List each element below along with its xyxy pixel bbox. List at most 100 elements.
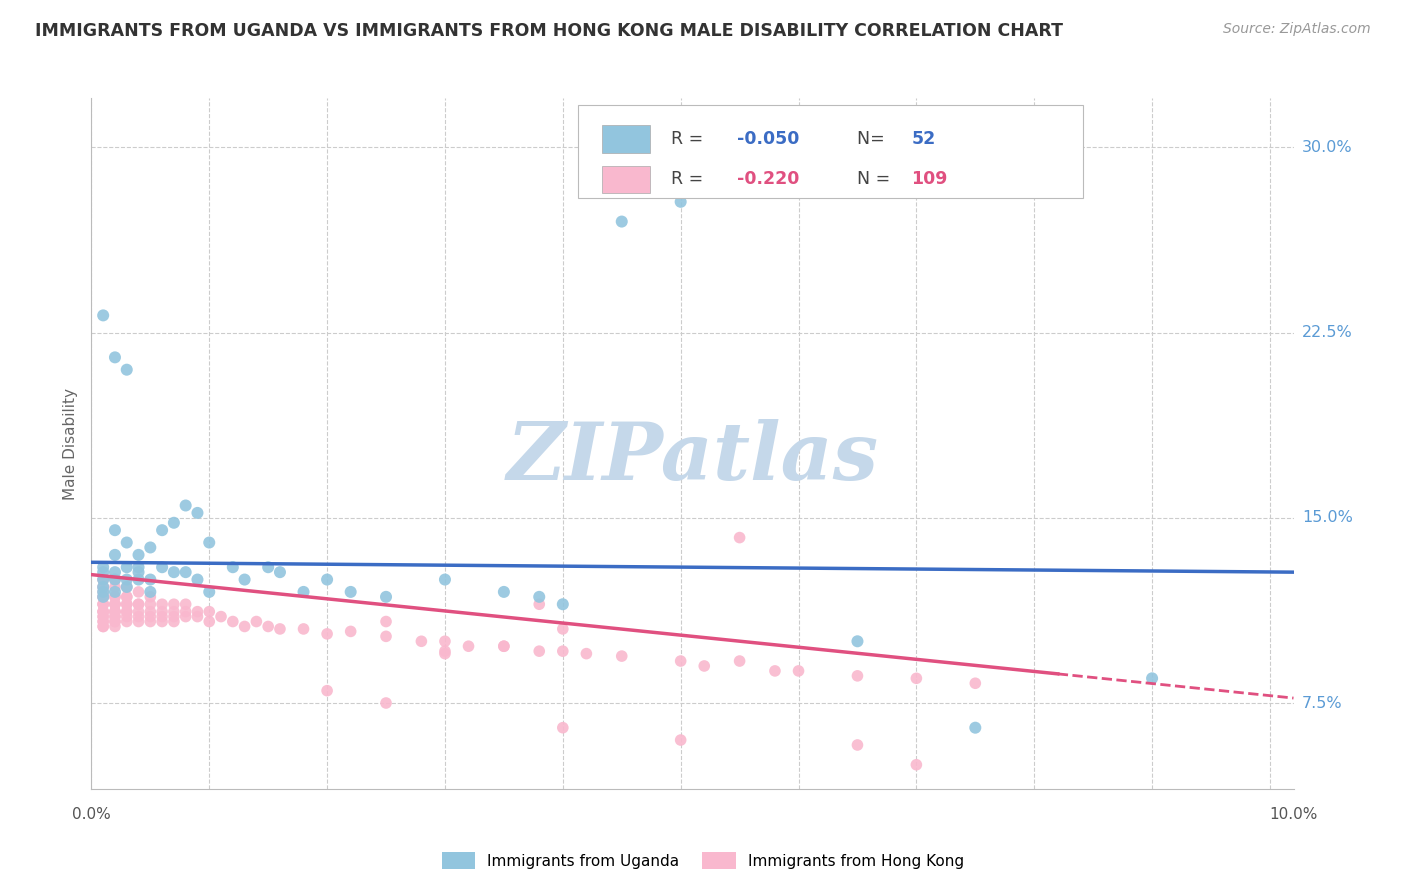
Point [492, 639, 515, 653]
Text: N=: N= [858, 129, 890, 148]
Text: N =: N = [858, 170, 896, 188]
Point [433, 573, 456, 587]
Point [104, 597, 127, 611]
Point [104, 619, 127, 633]
Point [669, 733, 692, 747]
Point [492, 585, 515, 599]
Point [104, 573, 127, 587]
Point [163, 565, 186, 579]
Point [269, 622, 291, 636]
Point [846, 669, 869, 683]
Point [128, 597, 150, 611]
Point [104, 605, 127, 619]
Point [128, 605, 150, 619]
Point [104, 615, 127, 629]
Point [375, 629, 398, 643]
Point [104, 615, 127, 629]
Point [91, 573, 114, 587]
Point [222, 615, 245, 629]
Point [91, 560, 114, 574]
Point [257, 560, 280, 574]
Point [174, 565, 197, 579]
Point [115, 609, 138, 624]
Point [965, 676, 987, 690]
Point [529, 590, 551, 604]
Point [150, 615, 173, 629]
Point [91, 609, 114, 624]
Point [128, 548, 150, 562]
Point [115, 362, 138, 376]
Text: 10.0%: 10.0% [1270, 807, 1317, 822]
Point [91, 580, 114, 594]
Point [91, 619, 114, 633]
Point [115, 605, 138, 619]
Point [150, 560, 173, 574]
Point [186, 573, 208, 587]
Text: 22.5%: 22.5% [1302, 326, 1353, 340]
FancyBboxPatch shape [578, 105, 1083, 198]
Point [139, 597, 162, 611]
Point [104, 597, 127, 611]
Point [198, 585, 221, 599]
Text: -0.220: -0.220 [737, 170, 799, 188]
Point [905, 671, 928, 685]
Point [91, 585, 114, 599]
Point [104, 590, 127, 604]
Point [163, 609, 186, 624]
Point [91, 597, 114, 611]
Point [150, 605, 173, 619]
Point [292, 622, 315, 636]
Point [91, 590, 114, 604]
Point [174, 605, 197, 619]
Point [186, 605, 208, 619]
Text: 15.0%: 15.0% [1302, 510, 1353, 525]
Point [91, 597, 114, 611]
FancyBboxPatch shape [602, 125, 651, 153]
Point [669, 654, 692, 668]
Point [91, 619, 114, 633]
Point [139, 609, 162, 624]
Point [104, 573, 127, 587]
Point [375, 696, 398, 710]
Point [91, 309, 114, 323]
Point [575, 647, 598, 661]
Point [91, 585, 114, 599]
Point [128, 573, 150, 587]
Point [846, 634, 869, 648]
Point [104, 565, 127, 579]
Point [457, 639, 479, 653]
Point [104, 609, 127, 624]
Point [551, 622, 574, 636]
Point [91, 615, 114, 629]
Point [150, 523, 173, 537]
Point [339, 585, 361, 599]
Point [104, 605, 127, 619]
Point [91, 580, 114, 594]
Point [104, 585, 127, 599]
Point [233, 619, 256, 633]
Text: IMMIGRANTS FROM UGANDA VS IMMIGRANTS FROM HONG KONG MALE DISABILITY CORRELATION : IMMIGRANTS FROM UGANDA VS IMMIGRANTS FRO… [35, 22, 1063, 40]
Point [139, 590, 162, 604]
Point [693, 659, 716, 673]
Point [91, 565, 114, 579]
Point [492, 639, 515, 653]
Point [91, 605, 114, 619]
Point [91, 590, 114, 604]
Point [551, 597, 574, 611]
Y-axis label: Male Disability: Male Disability [63, 388, 79, 500]
Point [763, 664, 786, 678]
Point [245, 615, 267, 629]
Point [174, 597, 197, 611]
Text: R =: R = [671, 129, 709, 148]
Point [375, 615, 398, 629]
Point [104, 605, 127, 619]
Point [163, 516, 186, 530]
Point [128, 615, 150, 629]
Point [115, 560, 138, 574]
Point [529, 644, 551, 658]
Point [104, 523, 127, 537]
Point [115, 597, 138, 611]
Point [115, 590, 138, 604]
Point [1140, 671, 1163, 685]
Point [91, 609, 114, 624]
